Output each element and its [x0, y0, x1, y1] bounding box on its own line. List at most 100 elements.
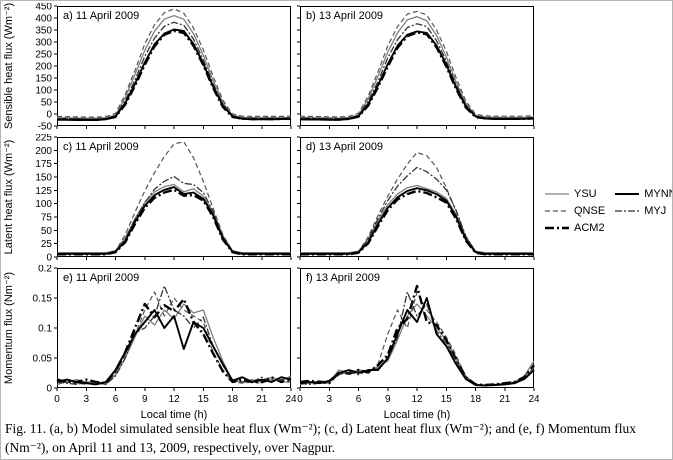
panel-a-label: a) 11 April 2009 — [63, 10, 139, 22]
series-line-ysu — [300, 184, 534, 254]
x-tick-label: 24 — [285, 394, 296, 405]
series-line-myj — [56, 21, 292, 120]
legend-label: MYNN2 — [644, 187, 672, 200]
x-tick-label: 21 — [256, 394, 268, 405]
x-tick-label: 18 — [470, 394, 482, 405]
y-tick-label: 150 — [35, 173, 52, 184]
legend: YSU QNSE ACM2 MYNN2 MYJ — [544, 185, 672, 236]
series-line-acm2 — [57, 188, 291, 256]
panel-c-chart: 0 25 50 75 100 125 150 175 200 225 c) 11 April 200… — [3, 134, 292, 264]
legend-line-qnse-icon — [545, 209, 569, 212]
y-tick-label: 125 — [35, 186, 52, 197]
panel-b-chart: b) 13 April 2009 — [297, 5, 535, 129]
panel-c-frame — [57, 137, 291, 257]
y-tick-label: -50 — [38, 122, 53, 133]
legend-item-mynn2: MYNN2 — [614, 185, 672, 202]
panel-f-label: f) 13 April 2009 — [306, 272, 380, 284]
y-tick-label: 200 — [35, 146, 52, 157]
y-tick-label: 100 — [35, 86, 52, 97]
series-line-qnse — [57, 141, 291, 255]
legend-line-myj-icon — [615, 209, 640, 212]
panel-b-label: b) 13 April 2009 — [306, 10, 383, 22]
legend-line-mynn2-icon — [615, 192, 640, 195]
y-tick-label: 0 — [46, 110, 52, 121]
series-line-myj — [56, 285, 292, 386]
chart-grid: -50 0 50 100 150 200 250 300 350 400 450 a) 11 Apri… — [1, 3, 539, 422]
series-line-qnse — [299, 10, 535, 118]
legend-item-ysu: YSU — [544, 185, 605, 202]
y-axis-label: Momentum flux (Nm⁻²) — [3, 272, 15, 384]
panel-a-frame — [57, 6, 291, 126]
legend-column-1: MYNN2 MYJ — [614, 185, 672, 236]
y-tick-label: 150 — [35, 74, 52, 85]
series-line-myj — [299, 23, 535, 120]
panel-e-chart: 0 0.05 0.1 0.15 0.2 0 3 6 9 12 15 18 21 24 e) 11 April… — [3, 265, 296, 421]
x-tick-label: 9 — [385, 394, 391, 405]
series-line-acm2 — [299, 284, 535, 387]
series-line-mynn2 — [300, 187, 534, 255]
y-tick-label: 100 — [35, 199, 52, 210]
x-axis-label: Local time (h) — [384, 409, 451, 421]
legend-item-acm2: ACM2 — [544, 219, 605, 236]
x-tick-label: 24 — [528, 394, 539, 405]
y-axis-label: Latent heat flux (Wm⁻²) — [3, 140, 15, 255]
panel-b-frame — [300, 6, 534, 126]
panel-e-frame — [57, 268, 291, 388]
panel-f-chart: 0 3 6 9 12 15 18 21 24 f) 13 April 2009 Local time… — [297, 267, 539, 421]
panel-d-chart: d) 13 April 2009 — [297, 136, 535, 260]
y-tick-label: 300 — [35, 38, 52, 49]
series-line-acm2 — [57, 29, 292, 122]
y-tick-label: 50 — [41, 226, 53, 237]
panel-c-label: c) 11 April 2009 — [63, 141, 139, 153]
series-line-ysu — [57, 183, 291, 254]
x-tick-label: 18 — [227, 394, 239, 405]
y-tick-label: 75 — [41, 213, 53, 224]
x-tick-label: 15 — [198, 394, 210, 405]
series-line-mynn2 — [56, 309, 292, 386]
x-tick-label: 21 — [499, 394, 511, 405]
y-tick-label: 0.05 — [33, 354, 53, 365]
x-tick-label: 0 — [297, 394, 303, 405]
x-tick-label: 15 — [441, 394, 453, 405]
y-tick-label: 0.2 — [38, 265, 52, 275]
x-tick-label: 12 — [168, 394, 180, 405]
x-tick-label: 3 — [326, 394, 332, 405]
series-line-ysu — [299, 15, 535, 119]
y-tick-label: 225 — [35, 134, 52, 144]
y-tick-label: 350 — [35, 26, 52, 37]
series-line-acm2 — [300, 31, 535, 121]
y-tick-label: 450 — [35, 3, 52, 13]
legend-item-qnse: QNSE — [544, 202, 605, 219]
y-tick-label: 175 — [35, 159, 52, 170]
series-line-acm2 — [56, 298, 292, 385]
y-tick-label: 50 — [41, 98, 53, 109]
series-line-qnse — [56, 8, 292, 118]
legend-label: ACM2 — [574, 221, 605, 234]
x-tick-label: 9 — [142, 394, 148, 405]
panel-f-frame — [300, 268, 534, 388]
series-line-acm2 — [300, 189, 534, 256]
series-line-qnse — [56, 291, 291, 386]
series-line-mynn2 — [57, 186, 291, 255]
y-tick-label: 25 — [41, 239, 53, 250]
x-tick-label: 12 — [411, 394, 423, 405]
legend-label: YSU — [574, 187, 597, 200]
panel-d-label: d) 13 April 2009 — [306, 141, 383, 153]
chart-row-2: 0 0.05 0.1 0.15 0.2 0 3 6 9 12 15 18 21 24 e) 11 April… — [1, 265, 539, 422]
x-tick-label: 6 — [113, 394, 119, 405]
legend-label: MYJ — [644, 204, 667, 217]
y-tick-label: 0 — [46, 253, 52, 264]
series-line-myj — [300, 166, 534, 255]
panel-e-label: e) 11 April 2009 — [63, 272, 139, 284]
y-tick-label: 0.1 — [38, 324, 52, 335]
x-axis-label: Local time (h) — [141, 409, 208, 421]
legend-column-0: YSU QNSE ACM2 — [544, 185, 605, 236]
series-line-mynn2 — [57, 28, 292, 121]
series-line-mynn2 — [299, 297, 535, 387]
chart-row-1: 0 25 50 75 100 125 150 175 200 225 c) 11 April 200… — [1, 134, 539, 265]
x-tick-label: 3 — [83, 394, 89, 405]
legend-label: QNSE — [574, 204, 606, 217]
series-line-mynn2 — [299, 30, 535, 121]
y-tick-label: 0.15 — [33, 294, 53, 305]
